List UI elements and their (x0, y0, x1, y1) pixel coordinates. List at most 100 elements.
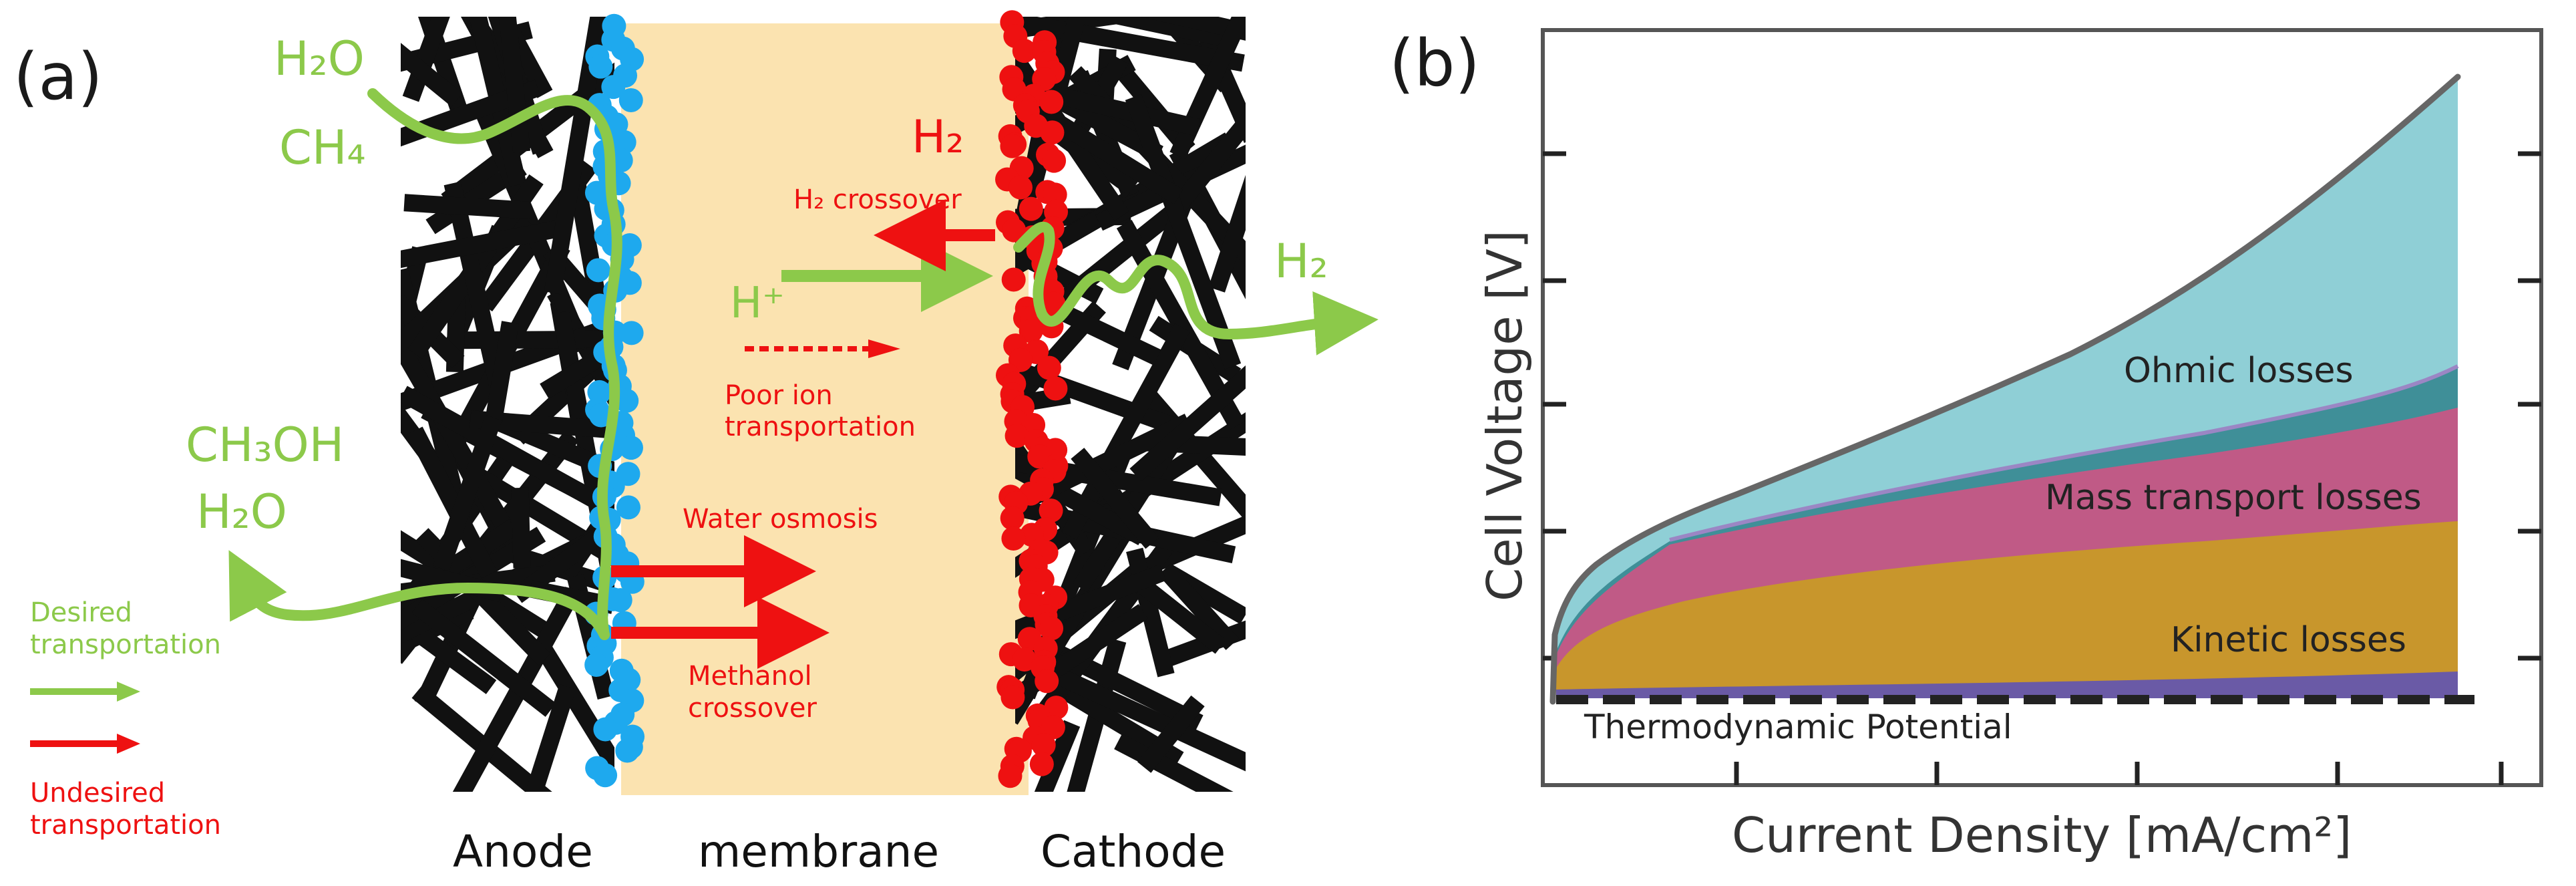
thermodynamic-potential-label: Thermodynamic Potential (1584, 708, 2012, 746)
fiber-strand (1137, 695, 1205, 773)
red-arrow-icon (30, 734, 140, 754)
kinetic-losses-region (1556, 521, 2458, 698)
fiber-strand (1015, 498, 1236, 563)
fuel-path-bottom (228, 550, 610, 640)
cathode-label: Cathode (1041, 826, 1226, 877)
fiber-strand (411, 684, 552, 792)
catalyst-particle (1043, 376, 1068, 401)
fiber-strand (1208, 174, 1246, 293)
catalyst-particle (593, 717, 618, 742)
fiber-strand (1071, 448, 1159, 549)
poor-ion-label-2: transportation (725, 412, 916, 442)
bottom-axis-ticks (1734, 762, 2504, 785)
catalyst-particle (619, 321, 644, 345)
catalyst-particle (615, 738, 640, 763)
fiber-strand (1017, 17, 1245, 72)
catalyst-particle (1041, 715, 1065, 740)
ch4-label: CH₄ (279, 120, 366, 175)
catalyst-particle (1039, 616, 1064, 641)
catalyst-particle (1019, 319, 1043, 343)
fiber-strand (1125, 94, 1242, 370)
catalyst-particle (588, 54, 613, 79)
legend-undesired-2: transportation (30, 810, 221, 841)
fiber-strand (484, 321, 519, 424)
catalyst-particle (1000, 134, 1025, 158)
catalyst-particle (1039, 498, 1063, 523)
catalyst-particle (1039, 90, 1064, 114)
y-axis-label: Cell Voltage [V] (1477, 230, 1533, 601)
catalyst-particle (618, 88, 643, 112)
fiber-strand (1163, 620, 1246, 668)
catalyst-particle (612, 130, 636, 154)
catalyst-particle (1001, 267, 1026, 292)
catalyst-particle (1012, 39, 1037, 63)
catalyst-particle (593, 763, 618, 788)
panel-b-label: (b) (1389, 26, 1480, 101)
kinetic-losses-label: Kinetic losses (2171, 620, 2406, 660)
catalyst-particle (616, 495, 640, 520)
catalyst-particle (584, 652, 609, 677)
legend-desired-2: transportation (30, 629, 221, 660)
catalyst-particle (1000, 685, 1025, 710)
x-axis-label: Current Density [mA/cm²] (1732, 807, 2352, 863)
fuel-path-top (367, 88, 622, 640)
fiber-strand (441, 62, 614, 208)
legend: Desired transportation Undesired transpo… (30, 597, 221, 841)
h2-out-label: H₂ (1274, 234, 1328, 289)
fiber-strand (1034, 720, 1081, 792)
fiber-strand (1165, 109, 1246, 220)
fiber-strand (1169, 17, 1246, 160)
catalyst-particle (1042, 148, 1067, 173)
catalyst-particle (1019, 196, 1043, 221)
catalyst-particle (608, 588, 632, 613)
catalyst-particle (1002, 218, 1027, 243)
fiber-strand (1129, 573, 1226, 654)
methanol-label-2: crossover (688, 693, 817, 724)
h2-output-path (1013, 221, 1378, 355)
fiber-strand (411, 599, 556, 717)
water-osmosis-label: Water osmosis (683, 504, 878, 535)
h2-cathode-label: H₂ (912, 111, 964, 164)
panel-a-label: (a) (13, 39, 103, 114)
catalyst-particle (1044, 696, 1069, 720)
fiber-strand (492, 413, 614, 481)
fiber-strand (401, 386, 614, 521)
ohmic-losses-label: Ohmic losses (2124, 351, 2354, 391)
catalyst-particle (1040, 120, 1065, 145)
anode-label: Anode (453, 826, 593, 877)
fiber-strand (433, 414, 502, 571)
catalyst-particle (1012, 647, 1037, 672)
panel-a: (a) H₂O CH₄ CH₃OH H₂O H₂ H₂ crossover H⁺… (13, 10, 1378, 877)
membrane-label: membrane (698, 826, 939, 877)
ohmic-boundary-line (1669, 364, 2459, 542)
fiber-strand (525, 684, 576, 792)
fiber-strand (401, 603, 474, 655)
catalyst-particle (618, 436, 643, 460)
h2o-top-label: H₂O (274, 31, 365, 86)
fiber-strand (403, 194, 531, 219)
catalyst-particle (601, 75, 626, 100)
catalyst-particle (1008, 175, 1033, 200)
poor-ion-label-1: Poor ion (725, 380, 833, 411)
catalyst-particle (1035, 669, 1059, 694)
poor-ion-arrowhead (868, 339, 900, 358)
catalyst-particle (614, 388, 639, 413)
green-arrow-icon (30, 682, 140, 702)
methanol-label-1: Methanol (688, 661, 812, 692)
fiber-strand (1114, 734, 1234, 792)
fiber-strand (401, 218, 566, 269)
h2-crossover-label: H₂ crossover (793, 184, 962, 215)
catalyst-particle (586, 258, 610, 283)
fiber-strand (511, 487, 531, 569)
catalyst-particle (1043, 182, 1067, 207)
catalyst-particle (1031, 733, 1056, 758)
catalyst-particle (998, 764, 1023, 788)
fiber-strand (401, 43, 463, 107)
catalyst-particle (587, 380, 612, 404)
fiber-strand (469, 17, 527, 187)
catalyst-particle (1001, 526, 1026, 551)
catalyst-particle (1029, 752, 1054, 776)
legend-desired-1: Desired (30, 597, 132, 628)
mass-transport-losses-label: Mass transport losses (2045, 478, 2422, 518)
